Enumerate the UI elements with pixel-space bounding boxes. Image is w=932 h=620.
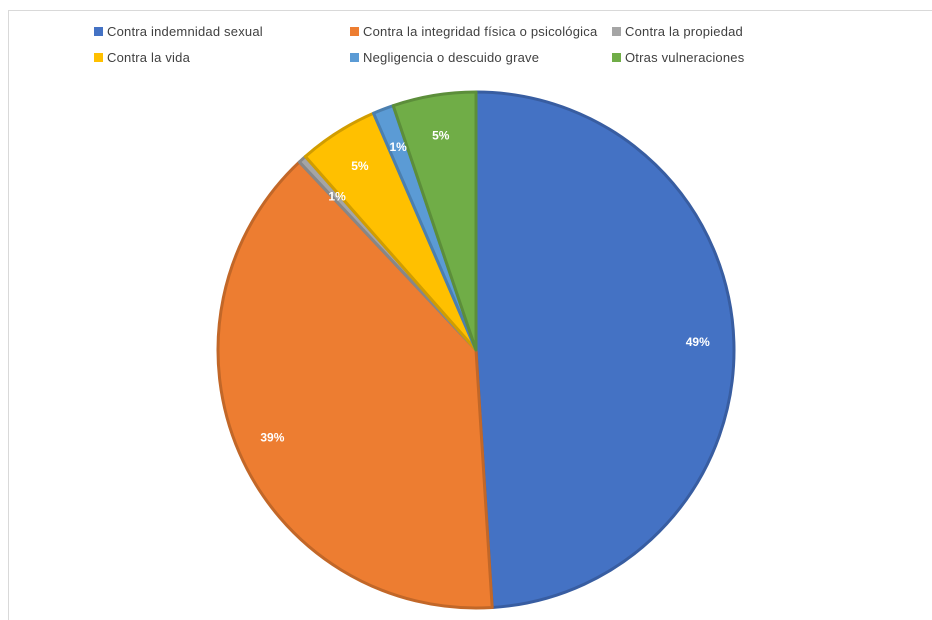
data-label-contra-indemnidad-sexual: 49% <box>686 335 710 349</box>
legend-label-negligencia: Negligencia o descuido grave <box>363 50 540 65</box>
legend-item-vida: Contra la vida <box>94 50 190 65</box>
pie-slice-contra-indemnidad-sexual <box>474 90 736 609</box>
legend-swatch-propiedad <box>612 27 621 36</box>
data-label-contra-la-integridad-fisica-o-psicologica: 39% <box>260 430 284 444</box>
legend-swatch-negligencia <box>350 53 359 62</box>
legend: Contra indemnidad sexual Contra la integ… <box>94 24 794 74</box>
legend-swatch-integridad <box>350 27 359 36</box>
legend-item-indemnidad-sexual: Contra indemnidad sexual <box>94 24 263 39</box>
pie-slice-otras-vulneraciones <box>391 90 478 352</box>
legend-swatch-vida <box>94 53 103 62</box>
legend-item-otras: Otras vulneraciones <box>612 50 744 65</box>
legend-label-indemnidad-sexual: Contra indemnidad sexual <box>107 24 263 39</box>
data-label-negligencia-o-descuido-grave: 1% <box>389 140 407 154</box>
legend-item-integridad: Contra la integridad física o psicológic… <box>350 24 597 39</box>
legend-label-integridad: Contra la integridad física o psicológic… <box>363 24 598 39</box>
data-label-contra-la-propiedad: 1% <box>328 190 346 204</box>
chart-area <box>8 10 932 620</box>
legend-label-propiedad: Contra la propiedad <box>625 24 743 39</box>
legend-swatch-otras <box>612 53 621 62</box>
legend-label-otras: Otras vulneraciones <box>625 50 745 65</box>
data-label-contra-la-vida: 5% <box>351 159 369 173</box>
legend-swatch-indemnidad-sexual <box>94 27 103 36</box>
legend-label-vida: Contra la vida <box>107 50 191 65</box>
legend-item-propiedad: Contra la propiedad <box>612 24 743 39</box>
pie-slice-contra-la-integridad-fisica-o-psicologica <box>216 160 494 610</box>
data-label-otras-vulneraciones: 5% <box>432 128 450 142</box>
legend-item-negligencia: Negligencia o descuido grave <box>350 50 539 65</box>
